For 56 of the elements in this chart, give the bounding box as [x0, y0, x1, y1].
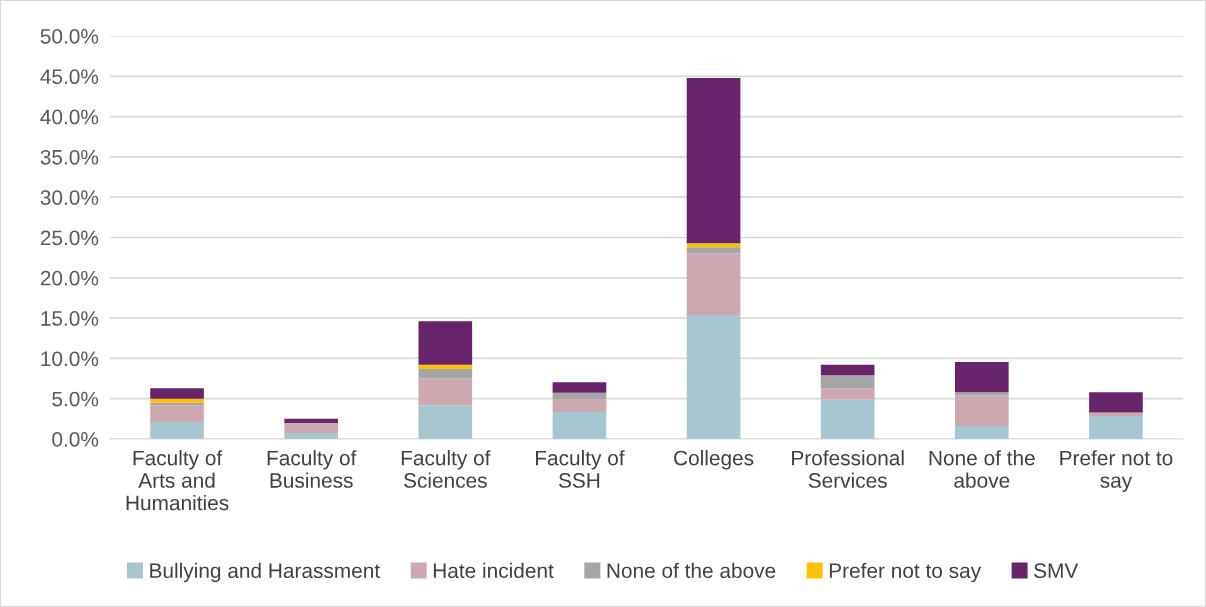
y-tick-label: 0.0%	[52, 432, 99, 447]
bar	[418, 364, 473, 369]
bar	[820, 399, 875, 439]
bar	[954, 362, 1009, 393]
bar	[1089, 416, 1143, 439]
bar	[954, 426, 1009, 439]
x-tick-label: Prefer not to say	[1060, 450, 1173, 492]
bar	[150, 405, 204, 423]
bar	[150, 388, 204, 399]
legend-label: SMV	[1034, 563, 1079, 579]
legend-label: Hate incident	[433, 562, 554, 579]
bar	[418, 321, 473, 365]
y-tick-label: 15.0%	[41, 311, 99, 326]
bar	[150, 422, 204, 439]
bar	[686, 314, 741, 439]
bar	[552, 412, 607, 439]
x-tick-label: Professional Services	[792, 450, 904, 488]
x-tick-label: Faculty of Sciences	[401, 450, 491, 488]
bar	[820, 375, 875, 389]
y-tick-label: 10.0%	[41, 351, 99, 367]
bar	[284, 418, 339, 423]
bar	[284, 422, 339, 433]
x-tick-label: None of the above	[929, 450, 1035, 488]
bar	[418, 378, 473, 406]
bar	[820, 364, 875, 376]
y-tick-label: 50.0%	[40, 29, 99, 44]
y-tick-label: 45.0%	[40, 69, 99, 85]
bar	[284, 432, 339, 439]
x-tick-label: Colleges	[674, 450, 754, 470]
bar	[686, 243, 741, 248]
bar	[150, 398, 204, 403]
y-tick-label: 20.0%	[40, 270, 99, 286]
bar	[686, 77, 741, 244]
bar	[686, 247, 741, 254]
bar	[552, 382, 607, 393]
x-tick-label: Faculty of Arts and Humanities	[126, 450, 229, 511]
bar	[954, 392, 1009, 396]
bar	[418, 368, 473, 379]
bar	[820, 388, 875, 400]
y-tick-label: 25.0%	[40, 230, 99, 246]
legend-label: None of the above	[607, 562, 776, 579]
bar	[954, 395, 1009, 427]
y-tick-label: 40.0%	[40, 109, 99, 125]
y-tick-label: 35.0%	[40, 149, 99, 165]
y-tick-label: 30.0%	[40, 190, 99, 205]
bar	[1089, 392, 1143, 413]
x-tick-label: Faculty of SSH	[535, 450, 625, 488]
legend-label: Bullying and Harassment	[150, 562, 380, 583]
y-tick-label: 5.0%	[52, 391, 99, 407]
x-tick-label: Faculty of Business	[267, 450, 357, 488]
bar	[686, 253, 741, 315]
bar	[1089, 412, 1143, 417]
bar	[552, 392, 607, 400]
bar	[418, 405, 473, 439]
legend-label: Prefer not to say	[829, 562, 982, 583]
bar	[552, 399, 607, 412]
